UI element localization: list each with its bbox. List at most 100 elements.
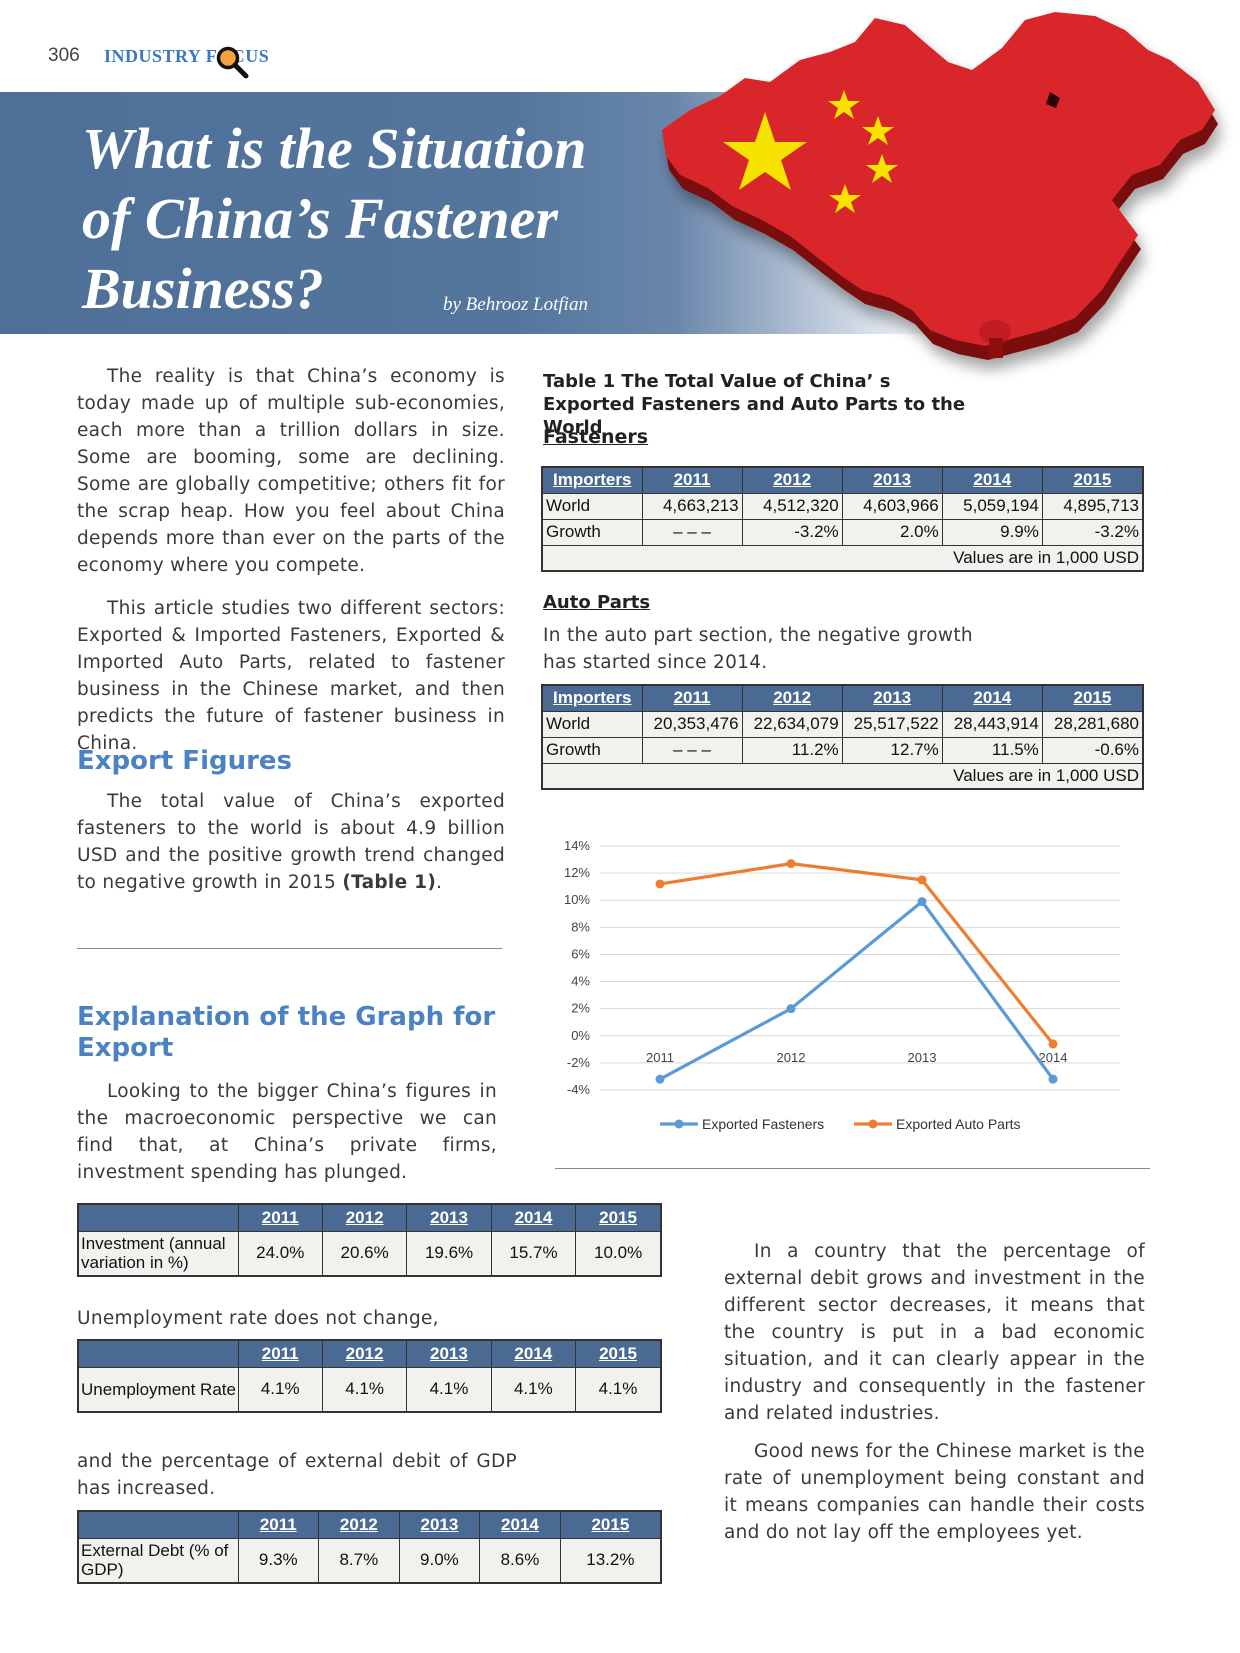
y-tick-label: 10% [564, 892, 590, 907]
y-tick-label: 4% [571, 974, 590, 989]
table-cell: 25,517,522 [841, 710, 943, 738]
row-label: Investment (annual variation in %) [77, 1230, 239, 1277]
column-header: 2014 [941, 466, 1043, 494]
data-point [786, 859, 796, 869]
chart-divider [555, 1168, 1150, 1169]
series-line [659, 862, 1055, 1045]
year-header: 2014 [479, 1510, 561, 1539]
section-heading: INDUSTRY FOCUS [104, 46, 270, 66]
year-header: 2014 [490, 1203, 577, 1232]
title-line-1: What is the Situation [82, 116, 587, 181]
table-cell: 4,895,713 [1041, 492, 1144, 520]
legend-label: Exported Auto Parts [896, 1116, 1021, 1132]
header-blank [77, 1203, 239, 1232]
title-line-3: Business? [82, 256, 324, 321]
auto-parts-subheading: Auto Parts [543, 592, 651, 613]
column-header: 2013 [841, 466, 943, 494]
data-point [1048, 1074, 1058, 1084]
year-header: 2011 [237, 1510, 320, 1539]
table-cell: 11.5% [941, 736, 1043, 764]
row-label: Unemployment Rate [77, 1366, 239, 1413]
table-cell: 20,353,476 [641, 710, 743, 738]
divider [77, 948, 502, 949]
byline: by Behrooz Lotfian [443, 294, 588, 315]
y-tick-label: 14% [564, 838, 590, 853]
units-note: Values are in 1,000 USD [541, 762, 1144, 790]
table1-title: Table 1 The Total Value of China’ s Expo… [543, 371, 966, 438]
table-cell: 2.0% [841, 518, 943, 546]
year-header: 2012 [321, 1339, 408, 1368]
macro-paragraph: Looking to the bigger China’s figures in… [77, 1081, 497, 1183]
china-flag-map-image [662, 12, 1218, 360]
header-blank [77, 1339, 239, 1368]
data-point [655, 1074, 665, 1084]
table-cell: 12.7% [841, 736, 943, 764]
table-cell: 4,512,320 [741, 492, 843, 520]
x-tick-label: 2013 [908, 1050, 937, 1065]
data-point [1048, 1039, 1058, 1049]
table-cell: 4.1% [490, 1366, 577, 1413]
table-cell: 13.2% [559, 1537, 662, 1584]
column-header: 2011 [641, 684, 743, 712]
column-header: Importers [541, 466, 643, 494]
row-label: World [541, 492, 643, 520]
year-header: 2015 [575, 1203, 662, 1232]
table-cell: 5,059,194 [941, 492, 1043, 520]
year-header: 2011 [237, 1203, 323, 1232]
year-header: 2015 [575, 1339, 662, 1368]
y-tick-label: 2% [571, 1001, 590, 1016]
external-debt-table: 2011 2012 2013 2014 2015 External Debt (… [77, 1510, 662, 1584]
export-text-end: . [436, 872, 443, 893]
legend-marker [868, 1119, 878, 1129]
auto-parts-note: In the auto part section, the negative g… [543, 625, 973, 673]
table-cell: 9.3% [237, 1537, 320, 1584]
fasteners-table: Importers 2011 2012 2013 2014 2015 World… [541, 466, 1144, 572]
table-cell: 4.1% [321, 1366, 408, 1413]
year-header: 2013 [398, 1510, 481, 1539]
legend-marker [674, 1119, 684, 1129]
x-tick-label: 2014 [1039, 1050, 1068, 1065]
economy-paragraph: In a country that the percentage of exte… [724, 1241, 1145, 1424]
series-line [659, 899, 1055, 1081]
year-header: 2014 [490, 1339, 577, 1368]
unemployment-intro: Unemployment rate does not change, [77, 1308, 439, 1329]
table-cell: 15.7% [490, 1230, 577, 1277]
data-point [917, 875, 927, 885]
y-tick-label: 6% [571, 946, 590, 961]
table-cell: 19.6% [406, 1230, 492, 1277]
column-header: 2015 [1041, 684, 1144, 712]
y-tick-label: 12% [564, 865, 590, 880]
table-cell: 9.0% [398, 1537, 481, 1584]
year-header: 2015 [559, 1510, 662, 1539]
header-blank [77, 1510, 239, 1539]
table-cell: 8.7% [318, 1537, 400, 1584]
units-note: Values are in 1,000 USD [541, 544, 1144, 572]
row-label: External Debt (% of GDP) [77, 1537, 239, 1584]
data-point [655, 879, 665, 889]
export-paragraph: The total value of China’s exported fast… [77, 788, 505, 896]
y-tick-label: -2% [567, 1055, 591, 1070]
table-cell: 9.9% [941, 518, 1043, 546]
investment-table: 2011 2012 2013 2014 2015 Investment (ann… [77, 1203, 662, 1277]
table-cell: – – – [641, 736, 743, 764]
table-cell: 24.0% [237, 1230, 323, 1277]
table-cell: 4.1% [406, 1366, 492, 1413]
article-title: What is the Situation of China’s Fastene… [82, 114, 722, 324]
table-cell: -3.2% [741, 518, 843, 546]
column-header: 2013 [841, 684, 943, 712]
column-header: 2014 [941, 684, 1043, 712]
table-cell: -3.2% [1041, 518, 1144, 546]
year-header: 2012 [318, 1510, 400, 1539]
table-cell: 22,634,079 [741, 710, 843, 738]
table-cell: 4,603,966 [841, 492, 943, 520]
column-header: 2015 [1041, 466, 1144, 494]
data-point [917, 897, 927, 907]
column-header: 2012 [741, 684, 843, 712]
graph-explanation-heading: Explanation of the Graph for Export [77, 1002, 496, 1063]
column-header: 2012 [741, 466, 843, 494]
table-cell: 4.1% [237, 1366, 323, 1413]
data-point [786, 1004, 796, 1014]
unemployment-paragraph: Good news for the Chinese market is the … [724, 1441, 1145, 1543]
export-text: The total value of China’s exported fast… [77, 791, 505, 893]
growth-line-chart: 14% 12% 10% 8% 6% 4% 2% 0% -2% -4% 2011 2012 2013 201… [564, 838, 1120, 1132]
